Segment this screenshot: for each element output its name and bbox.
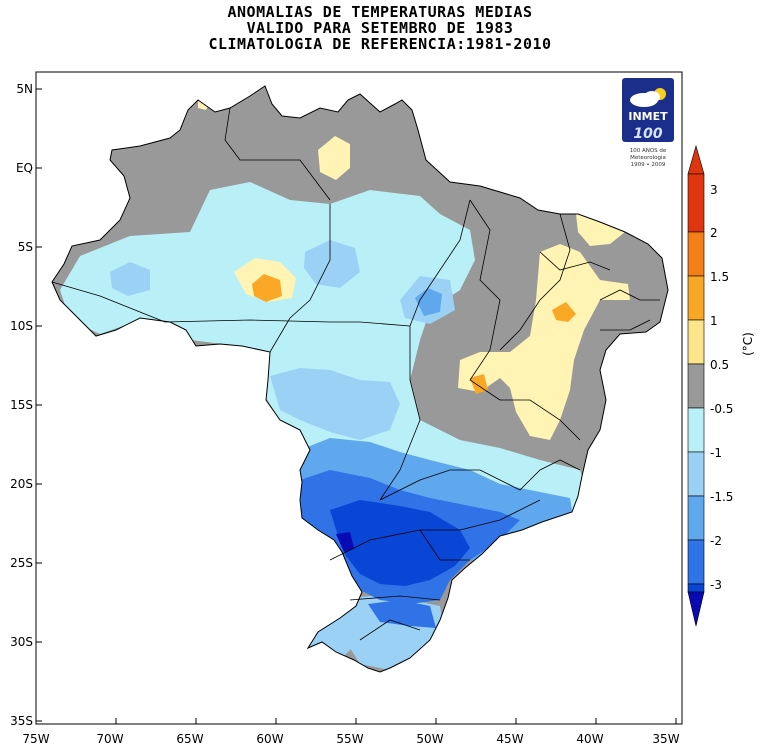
lat-tick-label: 20S bbox=[10, 477, 33, 491]
state-borders bbox=[51, 107, 660, 641]
colorbar-segment bbox=[687, 275, 705, 321]
colorbar-unit: (°C) bbox=[741, 332, 755, 356]
colorbar-label: 2 bbox=[710, 226, 718, 240]
colorbar-segment bbox=[687, 173, 705, 233]
colorbar-label: 1 bbox=[710, 314, 718, 328]
logo-caption: Meteorologia bbox=[630, 155, 666, 161]
light-yellow-patch bbox=[318, 136, 350, 180]
colorbar-label: -0.5 bbox=[710, 402, 733, 416]
map-title-line1: ANOMALIAS DE TEMPERATURAS MEDIAS bbox=[227, 3, 533, 21]
light-yellow-region bbox=[458, 244, 630, 440]
lon-tick-label: 75W bbox=[22, 732, 49, 746]
lon-tick-label: 65W bbox=[176, 732, 203, 746]
logo-name: INMET bbox=[628, 110, 668, 123]
colorbar-label: -2 bbox=[710, 534, 722, 548]
colorbar-label: 3 bbox=[710, 183, 718, 197]
lat-tick-label: 5N bbox=[16, 82, 33, 96]
lat-tick-label: 15S bbox=[10, 398, 33, 412]
colorbar-segment bbox=[687, 495, 705, 541]
cloud-icon bbox=[644, 91, 660, 103]
lon-tick-label: 55W bbox=[336, 732, 363, 746]
colorbar-label: -3 bbox=[710, 578, 722, 592]
longitude-axis: 75W 70W 65W 60W 55W 50W 45W 40W 35W bbox=[22, 718, 680, 746]
logo-caption: 100 ANOS de bbox=[630, 148, 667, 154]
colorbar-segment bbox=[687, 539, 705, 585]
lon-tick-label: 70W bbox=[96, 732, 123, 746]
logo-caption: 1909 • 2009 bbox=[631, 162, 666, 168]
lat-tick-label: 35S bbox=[10, 714, 33, 728]
colorbar-label: -1.5 bbox=[710, 490, 733, 504]
latitude-axis: 5N EQ 5S 10S 15S 20S 25S 30S 35S bbox=[10, 82, 42, 728]
colorbar-segment bbox=[687, 231, 705, 277]
inmet-logo: INMET 100 100 ANOS de Meteorologia 1909 … bbox=[622, 78, 674, 168]
map-title-line2: VALIDO PARA SETEMBRO DE 1983 bbox=[246, 19, 514, 37]
lat-tick-label: 10S bbox=[10, 319, 33, 333]
colorbar-label: -1 bbox=[710, 446, 722, 460]
light-blue-patch bbox=[110, 262, 150, 296]
light-blue-patch bbox=[270, 368, 400, 440]
lon-tick-label: 60W bbox=[256, 732, 283, 746]
lon-tick-label: 45W bbox=[496, 732, 523, 746]
map-title-line3: CLIMATOLOGIA DE REFERENCIA:1981-2010 bbox=[208, 35, 552, 53]
colorbar-bottom-triangle bbox=[687, 591, 705, 627]
mid-blue-patch bbox=[415, 288, 442, 316]
colorbar-label: 0.5 bbox=[710, 358, 729, 372]
colorbar-top-triangle bbox=[687, 144, 705, 175]
colorbar-segment bbox=[687, 319, 705, 365]
orange-patch bbox=[552, 302, 576, 322]
light-yellow-patch bbox=[576, 214, 625, 246]
colorbar-segment bbox=[687, 583, 705, 593]
colorbar: 3 2 1.5 1 0.5 -0.5 -1 -1.5 -2 -3 (°C) bbox=[687, 144, 755, 627]
colorbar-segment bbox=[687, 407, 705, 453]
lon-tick-label: 50W bbox=[416, 732, 443, 746]
navy-patch bbox=[336, 532, 354, 552]
light-blue-patch bbox=[304, 240, 360, 288]
colorbar-label: 1.5 bbox=[710, 270, 729, 284]
dark-blue-region bbox=[330, 500, 470, 586]
lat-tick-label: 25S bbox=[10, 556, 33, 570]
orange-patch bbox=[252, 274, 282, 302]
lat-tick-label: 5S bbox=[18, 240, 33, 254]
colorbar-segment bbox=[687, 451, 705, 497]
blue-region bbox=[368, 600, 436, 628]
lat-tick-label: EQ bbox=[16, 161, 33, 175]
lat-tick-label: 30S bbox=[10, 635, 33, 649]
logo-number: 100 bbox=[633, 126, 662, 142]
lon-tick-label: 40W bbox=[576, 732, 603, 746]
colorbar-segment bbox=[687, 363, 705, 409]
lon-tick-label: 35W bbox=[652, 732, 679, 746]
